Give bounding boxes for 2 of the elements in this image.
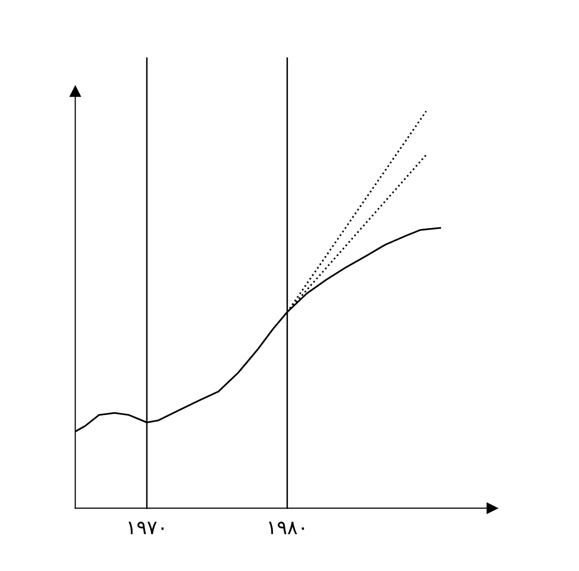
x-tick-label: ۱۹۸۰ (268, 522, 304, 534)
x-tick-label: ۱۹۷۰ (128, 522, 164, 534)
